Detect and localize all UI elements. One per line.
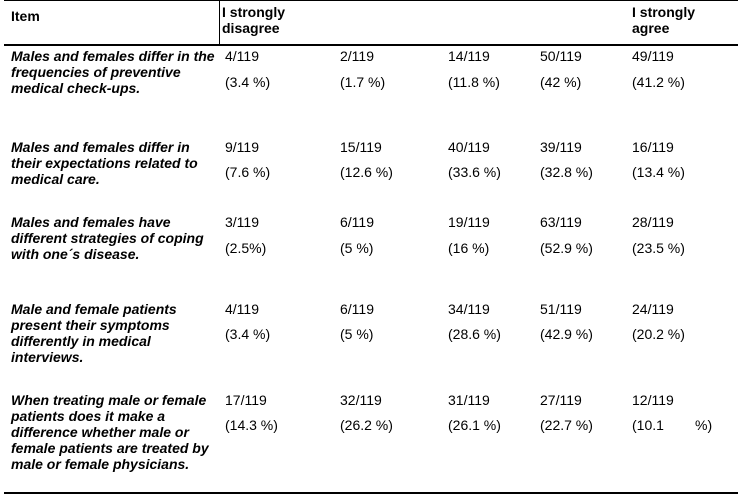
row-1-count-1: 4/119 — [225, 48, 259, 64]
row-4-percent-2: (5 %) — [340, 326, 374, 342]
row-2-count-3: 40/119 — [448, 139, 490, 155]
row-3-percent-4: (52.9 %) — [540, 240, 593, 256]
table-bottom-rule — [4, 492, 738, 494]
row-3-percent-5: (23.5 %) — [632, 240, 685, 256]
header-scale-right: I strongly agree — [632, 4, 695, 36]
row-5-percent-5: (10.1 %) — [632, 417, 713, 433]
row-4-count-1: 4/119 — [225, 301, 259, 317]
header-scale-left-line1: I strongly — [222, 4, 286, 20]
row-3-count-5: 28/119 — [632, 214, 674, 230]
table-top-rule — [4, 0, 738, 1]
row-1-item: Males and females differ in the frequenc… — [11, 48, 215, 96]
header-divider — [219, 0, 220, 45]
header-rule — [4, 44, 738, 46]
row-3-count-3: 19/119 — [448, 214, 490, 230]
header-scale-right-line1: I strongly — [632, 4, 696, 20]
row-4-percent-3: (28.6 %) — [448, 326, 501, 342]
row-5-item: When treating male or female patients do… — [11, 392, 209, 472]
row-5-percent-4: (22.7 %) — [540, 417, 593, 433]
row-5-count-1: 17/119 — [225, 392, 267, 408]
row-1-percent-3: (11.8 %) — [448, 74, 500, 90]
row-1-count-5: 49/119 — [632, 48, 674, 64]
row-2-percent-3: (33.6 %) — [448, 164, 501, 180]
row-3-count-4: 63/119 — [540, 214, 582, 230]
row-3-count-2: 6/119 — [340, 214, 374, 230]
header-scale-left: I strongly disagree — [222, 4, 285, 36]
row-1-count-4: 50/119 — [540, 48, 582, 64]
row-2-count-2: 15/119 — [340, 139, 382, 155]
row-5-percent-3: (26.1 %) — [448, 417, 501, 433]
row-1-count-3: 14/119 — [448, 48, 490, 64]
row-4-percent-4: (42.9 %) — [540, 326, 593, 342]
row-1-count-2: 2/119 — [340, 48, 374, 64]
row-2-percent-1: (7.6 %) — [225, 164, 271, 180]
row-1-percent-4: (42 %) — [540, 74, 582, 90]
row-2-percent-4: (32.8 %) — [540, 164, 593, 180]
row-4-item: Male and female patients present their s… — [11, 301, 177, 365]
row-2-percent-5: (13.4 %) — [632, 164, 685, 180]
row-5-count-3: 31/119 — [448, 392, 490, 408]
row-1-percent-5: (41.2 %) — [632, 74, 685, 90]
row-5-count-5: 12/119 — [632, 392, 674, 408]
row-2-item: Males and females differ in their expect… — [11, 139, 198, 187]
header-item: Item — [11, 8, 40, 24]
row-4-count-4: 51/119 — [540, 301, 582, 317]
row-2-count-4: 39/119 — [540, 139, 582, 155]
row-3-percent-1: (2.5%) — [225, 240, 267, 256]
header-scale-left-line2: disagree — [222, 20, 280, 36]
header-scale-right-line2: agree — [632, 20, 670, 36]
row-4-count-3: 34/119 — [448, 301, 490, 317]
row-4-count-5: 24/119 — [632, 301, 674, 317]
row-1-percent-2: (1.7 %) — [340, 74, 386, 90]
row-5-percent-1: (14.3 %) — [225, 417, 278, 433]
row-5-count-2: 32/119 — [340, 392, 382, 408]
row-4-percent-5: (20.2 %) — [632, 326, 685, 342]
row-3-count-1: 3/119 — [225, 214, 259, 230]
row-2-count-1: 9/119 — [225, 139, 259, 155]
row-1-percent-1: (3.4 %) — [225, 74, 271, 90]
row-4-count-2: 6/119 — [340, 301, 374, 317]
row-3-percent-2: (5 %) — [340, 240, 374, 256]
row-2-count-5: 16/119 — [632, 139, 674, 155]
row-3-percent-3: (16 %) — [448, 240, 490, 256]
row-4-percent-1: (3.4 %) — [225, 326, 271, 342]
row-5-count-4: 27/119 — [540, 392, 582, 408]
row-3-item: Males and females have different strateg… — [11, 214, 204, 262]
row-2-percent-2: (12.6 %) — [340, 164, 393, 180]
row-5-percent-2: (26.2 %) — [340, 417, 393, 433]
